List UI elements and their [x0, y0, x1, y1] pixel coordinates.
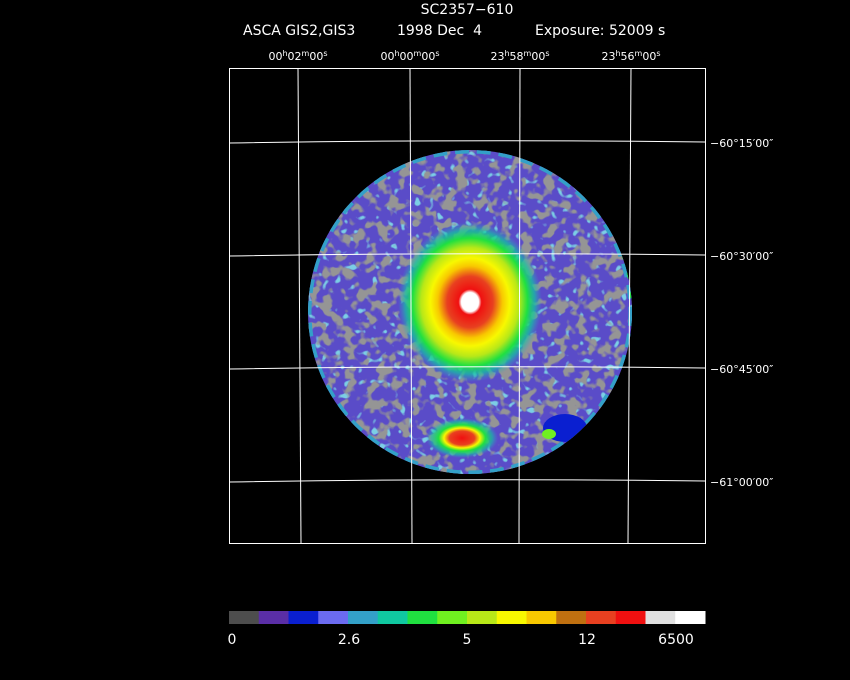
- colorbar-label: 12: [578, 632, 596, 648]
- ra-label: 00h02m00s: [268, 49, 327, 63]
- colorbar-label: 2.6: [338, 632, 360, 648]
- ra-label: 00h00m00s: [380, 49, 439, 63]
- ra-label: 23h58m00s: [490, 49, 549, 63]
- colorbar-segment: [645, 611, 676, 624]
- date: 1998 Dec 4: [397, 23, 482, 39]
- ra-grid-line: [518, 67, 521, 544]
- instrument: ASCA GIS2,GIS3: [243, 23, 355, 39]
- dec-label: −60°15′00″: [710, 137, 773, 150]
- title: SC2357−610: [421, 2, 514, 18]
- colorbar-segment: [348, 611, 379, 624]
- ra-grid-line: [409, 67, 413, 544]
- colorbar-label: 6500: [658, 632, 694, 648]
- ra-label: 23h56m00s: [601, 49, 660, 63]
- axis-labels: 00h02m00s 00h00m00s 23h58m00s 23h56m00s −60°…: [268, 49, 773, 489]
- dec-label: −61°00′00″: [710, 476, 773, 489]
- colorbar-label: 0: [228, 632, 237, 648]
- central-source: [398, 222, 542, 382]
- colorbar-segment: [407, 611, 438, 624]
- colorbar-segment: [288, 611, 319, 624]
- colorbar-segment: [556, 611, 587, 624]
- colorbar-segment: [467, 611, 498, 624]
- colorbar-segment: [258, 611, 289, 624]
- secondary-source: [426, 418, 498, 458]
- colorbar-segment: [377, 611, 408, 624]
- dec-grid-line: [228, 253, 706, 257]
- dec-label: −60°45′00″: [710, 363, 773, 376]
- colorbar-segment: [496, 611, 527, 624]
- colorbar-segment: [437, 611, 468, 624]
- colorbar-segment: [229, 611, 260, 624]
- colorbar-segment: [675, 611, 706, 624]
- colorbar-segment: [615, 611, 646, 624]
- ra-grid-line: [627, 67, 632, 544]
- frame: [229, 68, 706, 544]
- dec-grid-line: [228, 140, 706, 144]
- dec-label: −60°30′00″: [710, 250, 773, 263]
- xray-image: [308, 150, 632, 474]
- colorbar-segment: [586, 611, 617, 624]
- colorbar-segment: [526, 611, 557, 624]
- green-spot: [542, 429, 556, 439]
- colorbar-label: 5: [463, 632, 472, 648]
- dec-grid-line: [228, 366, 706, 370]
- colorbar-segment: [318, 611, 349, 624]
- colorbar: 0 2.6 5 12 6500: [228, 611, 706, 648]
- ra-grid-line: [297, 67, 302, 544]
- coordinate-grid: [228, 67, 706, 544]
- exposure: Exposure: 52009 s: [535, 23, 665, 39]
- dec-grid-line: [228, 479, 706, 483]
